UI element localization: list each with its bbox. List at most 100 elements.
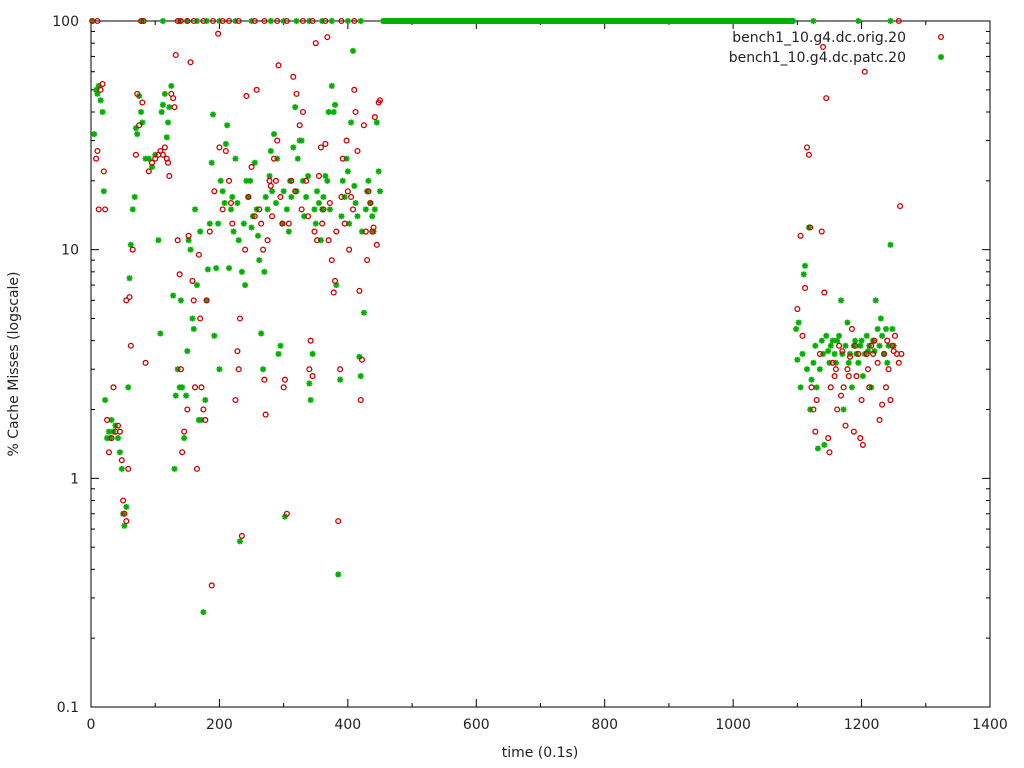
data-point-orig <box>362 228 369 235</box>
data-point-orig <box>280 384 287 391</box>
data-point-orig <box>832 366 839 373</box>
data-point-patc <box>169 291 177 300</box>
data-point-orig <box>235 366 242 373</box>
data-point-orig <box>261 376 268 383</box>
data-point-patc <box>310 205 319 214</box>
data-point-patc <box>360 308 368 317</box>
data-point-patc <box>801 262 809 270</box>
data-point-orig <box>208 582 215 589</box>
data-point-orig <box>315 172 323 180</box>
data-point-patc <box>305 379 314 388</box>
data-point-orig <box>181 428 188 435</box>
data-point-orig <box>299 108 306 116</box>
data-point-patc <box>292 17 301 25</box>
data-point-orig <box>805 151 812 158</box>
data-point-patc <box>297 136 306 145</box>
data-point-orig <box>895 17 902 25</box>
x-tick-label: 0 <box>87 717 96 733</box>
data-point-orig <box>855 350 862 357</box>
data-point-orig <box>339 155 346 162</box>
data-point-patc <box>311 219 320 228</box>
data-point-orig <box>170 95 177 102</box>
data-point-patc <box>124 383 133 392</box>
data-point-patc <box>344 17 352 25</box>
data-point-orig <box>850 428 857 435</box>
data-point-orig <box>203 297 210 304</box>
data-point-patc <box>98 108 107 116</box>
data-point-patc <box>222 140 230 148</box>
data-point-patc <box>171 391 180 400</box>
data-point-patc <box>182 391 190 400</box>
data-point-patc <box>261 193 270 201</box>
data-point-patc <box>276 341 285 350</box>
data-point-patc <box>793 355 802 364</box>
data-point-orig <box>264 237 271 244</box>
data-point-orig <box>898 350 905 357</box>
data-point-orig <box>299 17 306 25</box>
data-point-orig <box>298 206 305 213</box>
data-point-patc <box>259 365 267 374</box>
data-point-orig <box>364 257 371 264</box>
data-point-patc <box>326 205 334 214</box>
data-point-orig <box>322 17 329 25</box>
data-point-patc <box>205 219 214 228</box>
data-point-patc <box>178 383 186 392</box>
data-point-orig <box>846 353 854 360</box>
data-point-orig <box>258 220 265 227</box>
data-point-orig <box>376 97 384 104</box>
data-point-patc <box>209 110 217 119</box>
data-point-orig <box>226 177 233 184</box>
data-point-patc <box>240 219 248 228</box>
data-point-patc <box>233 199 242 207</box>
data-point-orig <box>242 246 249 253</box>
data-point-orig <box>216 144 223 151</box>
data-point-orig <box>202 416 209 424</box>
data-point-orig <box>312 40 319 47</box>
data-point-orig <box>823 95 830 102</box>
data-point-orig <box>825 435 832 442</box>
data-point-orig <box>864 366 872 373</box>
data-point-orig <box>227 199 235 207</box>
data-point-patc <box>356 17 365 25</box>
data-point-patc <box>799 270 808 279</box>
data-point-orig <box>343 137 350 144</box>
data-point-orig <box>134 90 141 97</box>
data-point-orig <box>142 359 149 366</box>
data-point-patc <box>263 205 272 214</box>
data-point-patc <box>792 325 800 333</box>
data-point-orig <box>354 147 361 155</box>
data-point-patc <box>231 154 240 163</box>
data-point-orig <box>209 17 217 25</box>
data-point-patc <box>284 227 293 236</box>
data-point-patc <box>337 212 346 221</box>
data-point-patc <box>116 448 124 457</box>
data-point-orig <box>810 406 817 413</box>
data-point-orig <box>351 86 358 93</box>
data-point-orig <box>346 246 353 253</box>
data-point-orig <box>198 384 205 391</box>
data-point-patc <box>336 375 344 384</box>
data-point-orig <box>311 228 318 235</box>
legend-label-orig: bench1_10.g4.dc.orig.20 <box>732 30 906 46</box>
data-point-orig <box>176 271 183 278</box>
data-point-orig <box>274 137 281 144</box>
data-point-patc <box>191 205 199 214</box>
data-point-patc <box>114 434 122 442</box>
data-point-patc <box>159 17 167 25</box>
y-tick-label: 0.1 <box>57 700 79 716</box>
y-axis-label: % Cache Misses (logscale) <box>6 272 22 457</box>
data-point-orig <box>152 155 159 162</box>
data-point-patc <box>313 187 321 196</box>
data-point-patc <box>862 332 871 340</box>
data-point-orig <box>104 416 111 424</box>
plot-marks <box>88 17 905 616</box>
data-point-orig <box>338 17 345 25</box>
data-point-orig <box>94 147 101 155</box>
data-point-patc <box>164 118 172 127</box>
x-tick-label: 400 <box>334 717 361 733</box>
data-point-orig <box>95 206 102 213</box>
data-point-patc <box>796 383 805 392</box>
legend-label-patc: bench1_10.g4.dc.patc.20 <box>729 50 906 66</box>
data-point-orig <box>138 17 145 25</box>
